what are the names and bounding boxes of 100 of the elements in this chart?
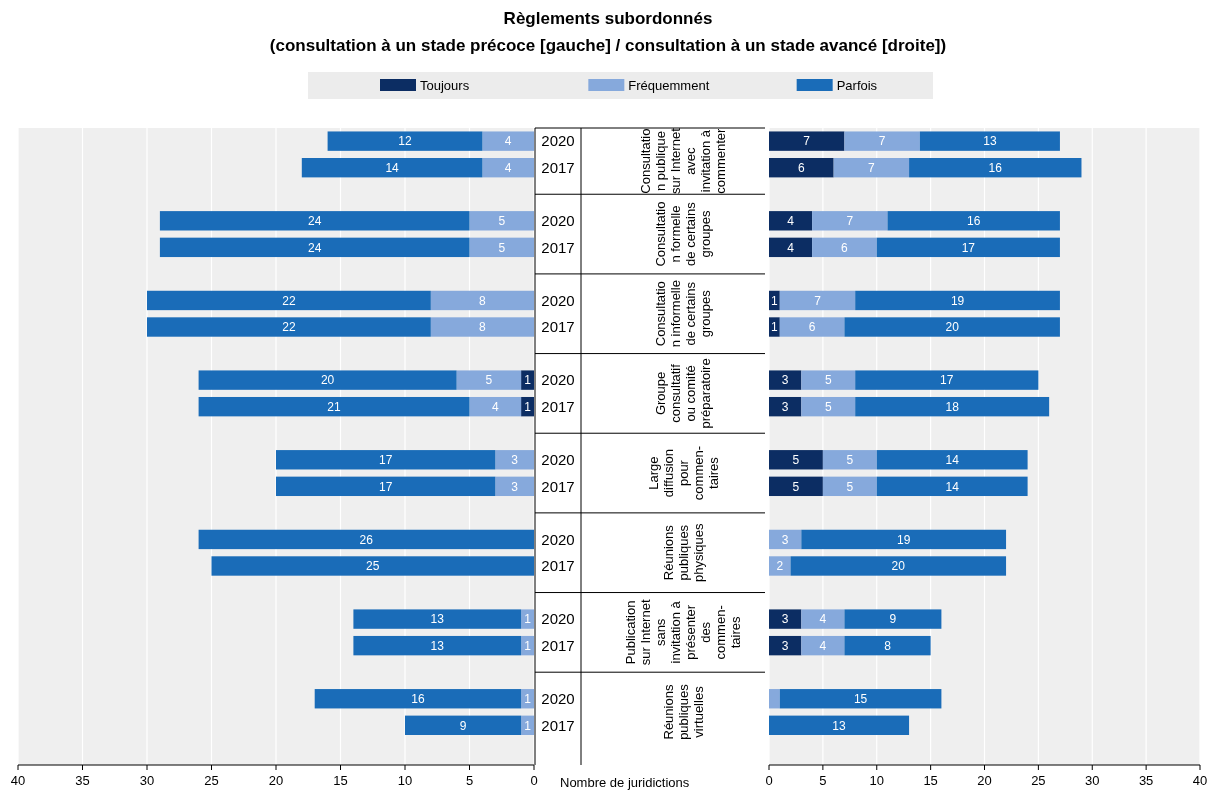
y-tick-label: 2017 (541, 238, 575, 256)
text: Publication sur Internet sans invitation à présenter des commen- taires (623, 599, 744, 666)
data-label: 1 (524, 691, 532, 706)
y-tick-label: 2020 (541, 212, 575, 230)
text: Large diffusion pour commen- taires (645, 445, 721, 501)
data-label: 5 (824, 373, 832, 388)
bar (833, 158, 910, 178)
y-tick-label: 2020 (541, 610, 575, 628)
bar (147, 290, 431, 311)
bar (801, 396, 856, 417)
data-label: 1 (524, 373, 532, 388)
y-tick-label: 2017 (541, 636, 575, 654)
bar (495, 476, 534, 497)
bar (198, 396, 470, 417)
bar (327, 131, 483, 151)
bar (353, 609, 522, 629)
bar (314, 689, 522, 709)
bar (769, 635, 802, 656)
bar (469, 211, 534, 231)
data-label: 14 (945, 452, 960, 467)
bar (855, 396, 1050, 417)
data-label: 20 (945, 320, 960, 335)
y-tick-label: 2020 (541, 690, 575, 707)
bar (159, 211, 470, 231)
data-label: 14 (385, 160, 400, 175)
text: Consultatio n formelle de certains groupes (653, 201, 714, 267)
data-label: 3 (781, 532, 789, 547)
text: Consultatio n informelle de certains groupes (653, 280, 714, 348)
y-tick-label: 2020 (541, 530, 575, 548)
bar (469, 237, 534, 258)
x-tick-label: 5 (465, 773, 474, 788)
bar (769, 529, 802, 550)
data-label: 1 (524, 612, 532, 627)
x-tick-label: 35 (75, 773, 90, 788)
data-label: 4 (787, 240, 795, 255)
bar (769, 689, 780, 709)
data-label: 17 (378, 452, 393, 467)
x-tick-label: 10 (869, 773, 884, 788)
data-label: 17 (961, 240, 976, 255)
data-label: 1 (771, 293, 779, 308)
legend-label: Parfois (836, 77, 878, 93)
x-tick-label: 35 (1138, 773, 1154, 788)
data-label: 6 (808, 320, 816, 335)
bar (790, 556, 1007, 576)
data-label: 6 (841, 240, 849, 255)
data-label: 9 (459, 718, 467, 733)
x-tick-label: 40 (10, 773, 26, 788)
data-label: 4 (819, 638, 827, 653)
bar (844, 317, 1060, 337)
data-label: 3 (781, 373, 789, 388)
x-tick-label: 0 (530, 773, 538, 788)
data-label: 25 (366, 559, 380, 574)
data-label: 8 (479, 320, 487, 335)
x-tick-label: 25 (204, 773, 219, 788)
data-label: 3 (511, 479, 519, 494)
bar (812, 237, 877, 258)
x-tick-label: 20 (268, 773, 284, 788)
bar (876, 476, 1028, 497)
bar (844, 635, 931, 656)
bar (801, 609, 845, 629)
x-tick-label: 25 (1031, 773, 1046, 788)
data-label: 24 (308, 214, 322, 228)
data-label: 13 (983, 134, 997, 149)
data-label: 18 (945, 399, 960, 414)
data-label: 5 (498, 240, 506, 255)
data-label: 17 (940, 373, 954, 388)
data-label: 21 (327, 399, 342, 414)
data-label: 5 (485, 373, 493, 388)
y-tick-label: 2017 (541, 557, 575, 575)
y-tick-label: 2020 (541, 451, 575, 469)
y-tick-label: 2017 (541, 397, 575, 415)
bar (769, 211, 813, 231)
legend-label: Fréquemment (628, 77, 710, 93)
data-label: 7 (878, 134, 886, 149)
x-tick-label: 5 (819, 773, 827, 788)
bar (876, 450, 1028, 470)
text: (consultation à un stade précoce [gauche] / consultation à un stade avancé [droite]) (269, 36, 947, 55)
data-label: 1 (524, 718, 532, 733)
x-axis-title: Nombre de juridictions (560, 775, 690, 790)
data-label: 7 (803, 134, 811, 149)
bar (482, 131, 534, 151)
data-label: 7 (846, 214, 854, 228)
bar (198, 370, 457, 390)
data-label: 5 (498, 214, 506, 228)
y-tick-label: 2017 (541, 716, 575, 734)
data-label: 1 (771, 320, 779, 335)
data-label: 19 (950, 293, 965, 308)
x-tick-label: 20 (977, 773, 992, 788)
bar (769, 556, 791, 576)
data-label: 26 (359, 532, 374, 547)
bar (147, 317, 431, 337)
bar (456, 370, 522, 390)
data-label: 20 (320, 373, 335, 388)
bar (822, 476, 877, 497)
bar (887, 211, 1060, 231)
bar (844, 131, 920, 151)
data-label: 16 (411, 691, 425, 706)
data-label: 3 (781, 638, 789, 653)
data-label: 2 (776, 559, 784, 574)
data-label: 19 (897, 532, 911, 547)
